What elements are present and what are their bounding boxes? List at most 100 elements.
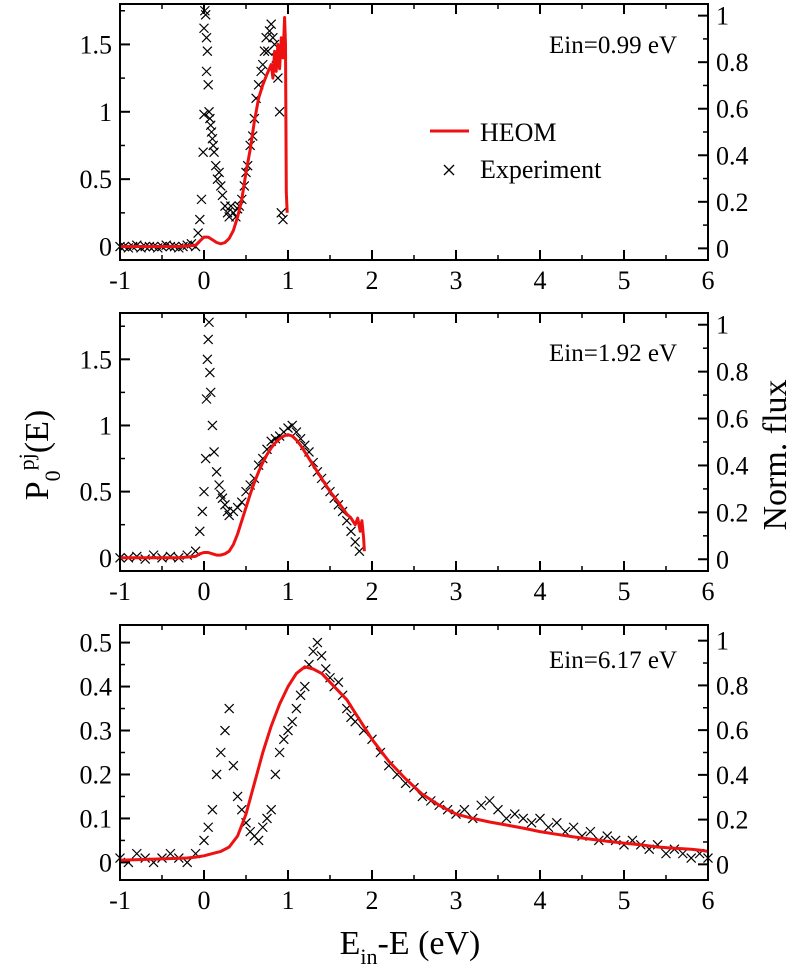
top-experiment-point: [202, 46, 213, 57]
y-axis-left-title-sup: pj: [14, 453, 39, 470]
bottom-experiment-point: [568, 822, 579, 833]
middle-y-left-tick-label: 1.5: [80, 345, 113, 374]
bottom-y-left-tick-label: 0.4: [80, 673, 113, 702]
middle-experiment-point: [217, 493, 228, 504]
middle-experiment-point: [203, 334, 214, 345]
top-experiment-point: [264, 26, 275, 36]
bottom-y-right-tick-label: 0.8: [716, 671, 749, 700]
top-experiment-point: [198, 147, 209, 158]
top-experiment-point: [196, 194, 207, 205]
middle-x-tick-label: 4: [534, 577, 547, 606]
y-axis-left-title: P0pj(E): [14, 410, 65, 500]
top-experiment-point: [194, 214, 205, 225]
bottom-y-right-tick-label: 0.6: [716, 716, 749, 745]
legend-experiment-marker: [443, 164, 455, 176]
top-experiment-point: [199, 5, 210, 16]
x-axis-title-rest: -E (eV): [378, 925, 481, 962]
middle-y-right-tick-label: 0.8: [716, 358, 749, 387]
top-experiment-point: [278, 214, 288, 225]
bottom-experiment-point: [308, 646, 319, 657]
bottom-experiment-point: [274, 747, 285, 758]
bottom-experiment-point: [295, 690, 306, 701]
middle-experiment-point: [200, 453, 211, 464]
bottom-y-left-tick-label: 0.2: [80, 760, 113, 789]
top-experiment-point: [276, 207, 287, 218]
top-experiment-point: [214, 167, 225, 178]
bottom-experiment-point: [199, 835, 209, 846]
top-x-tick-label: 5: [618, 266, 631, 295]
top-y-right-tick-label: 0.4: [716, 141, 749, 170]
legend-heom-label: HEOM: [480, 118, 557, 147]
bottom-experiment-point: [316, 650, 327, 661]
middle-experiment-point: [209, 446, 220, 457]
bottom-y-left-tick-label: 0.5: [80, 629, 113, 658]
middle-experiment-point: [207, 420, 218, 431]
bottom-x-tick-label: 2: [366, 886, 379, 915]
top-x-tick-label: 4: [534, 266, 547, 295]
top-experiment-point: [203, 79, 214, 90]
top-x-tick-label: 6: [702, 266, 715, 295]
middle-experiment-point: [211, 466, 222, 477]
bottom-experiment-point: [661, 848, 671, 859]
panel-bottom-annotation: Ein=6.17 eV: [549, 647, 677, 674]
bottom-experiment-point: [543, 822, 554, 833]
bottom-experiment-point: [262, 813, 272, 824]
bottom-x-tick-label: 5: [618, 886, 631, 915]
middle-x-tick-label: 2: [366, 577, 379, 606]
bottom-heom-line: [119, 665, 709, 862]
middle-y-right-tick-label: 1: [716, 311, 729, 340]
bottom-y-right-tick-label: 0.4: [716, 761, 749, 790]
bottom-experiment-point: [518, 813, 529, 824]
y-axis-left-title-rest: (E): [19, 410, 56, 453]
bottom-experiment-point: [232, 791, 243, 802]
top-experiment-point: [201, 32, 212, 43]
y-axis-left-title-sub: 0: [40, 470, 65, 481]
x-axis-title: Ein-E (eV): [340, 925, 481, 969]
top-experiment-point: [199, 23, 209, 34]
bottom-x-tick-label: 4: [534, 886, 547, 915]
bottom-experiment-point: [484, 795, 495, 806]
bottom-experiment-point: [165, 848, 176, 859]
bottom-experiment-point: [211, 769, 222, 780]
top-experiment-point: [212, 174, 223, 185]
top-experiment-point: [266, 19, 277, 30]
bottom-experiment-point: [291, 703, 302, 714]
panel-top: -1 0 1 2 3 4 5 600.511.500.20.40.60.81 Ein=0.99…: [80, 2, 749, 295]
top-heom-line: [120, 16, 289, 248]
middle-experiment-point: [350, 536, 361, 547]
top-y-right-tick-label: 0: [716, 234, 729, 263]
middle-x-tick-label: 6: [702, 577, 715, 606]
bottom-experiment-point: [207, 804, 218, 815]
bottom-experiment-point: [312, 637, 323, 648]
bottom-experiment-point: [551, 817, 562, 828]
bottom-experiment-point: [253, 835, 264, 846]
bottom-experiment-point: [257, 822, 268, 833]
top-experiment-point: [193, 228, 204, 238]
panel-middle-annotation: Ein=1.92 eV: [549, 340, 677, 367]
top-x-tick-label: 3: [450, 266, 463, 295]
top-experiment-point: [209, 147, 220, 158]
top-experiment-point: [210, 160, 221, 171]
top-y-right-tick-label: 0.8: [716, 48, 749, 77]
panel-middle-frame: [119, 312, 709, 572]
middle-experiment-point: [204, 317, 214, 328]
middle-experiment-point: [214, 480, 225, 490]
middle-y-right-tick-label: 0.6: [716, 405, 749, 434]
middle-experiment-point: [204, 367, 215, 378]
middle-experiment-point: [201, 394, 212, 404]
middle-experiment-point: [354, 546, 365, 557]
middle-y-left-tick-label: 0: [99, 544, 112, 573]
bottom-experiment-point: [228, 760, 239, 771]
bottom-experiment-point: [131, 848, 142, 859]
top-experiment-point: [272, 73, 283, 84]
top-experiment-point: [199, 109, 209, 120]
top-x-tick-label: 1: [282, 266, 295, 295]
top-x-tick-label: -1: [109, 266, 131, 295]
middle-experiment-point: [197, 506, 208, 517]
top-experiment-point: [257, 59, 268, 70]
top-x-tick-label: 0: [198, 266, 211, 295]
bottom-experiment-point: [266, 804, 277, 815]
middle-x-tick-label: 0: [198, 577, 211, 606]
bottom-experiment-point: [299, 681, 310, 692]
